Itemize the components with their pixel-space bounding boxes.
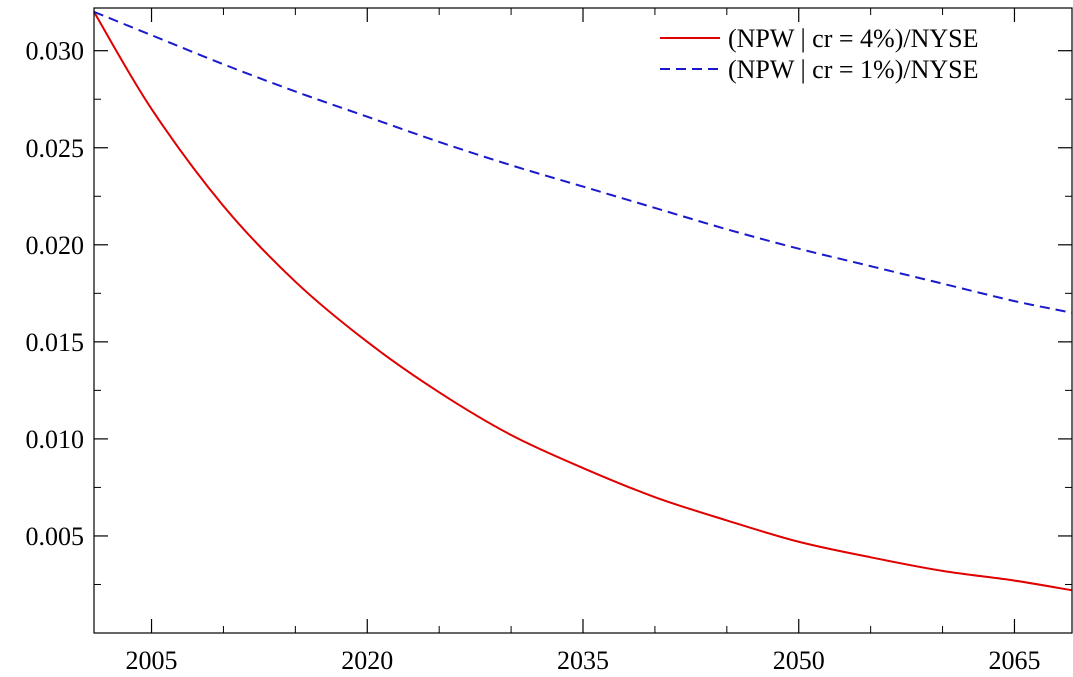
- legend-label-2: (NPW | cr = 1%)/NYSE: [728, 55, 978, 84]
- legend: (NPW | cr = 4%)/NYSE(NPW | cr = 1%)/NYSE: [660, 24, 978, 84]
- series-layer: [93, 10, 1073, 592]
- series-line-1: [93, 11, 1073, 592]
- y-tick-label: 0.005: [26, 522, 85, 551]
- series-line-2: [93, 10, 1073, 314]
- x-tick-label: 2020: [341, 646, 393, 675]
- x-tick-label: 2035: [557, 646, 609, 675]
- plot-frame: [93, 7, 1073, 634]
- axis-layer: 2005 2020 2035 2050 2065 0.005 0.010 0.015 0.020…: [26, 8, 1072, 675]
- y-tick-label: 0.030: [26, 37, 85, 66]
- y-tick-label: 0.010: [26, 425, 85, 454]
- y-tick-label: 0.025: [26, 134, 85, 163]
- y-tick-label: 0.020: [26, 231, 85, 260]
- y-tick-label: 0.015: [26, 328, 85, 357]
- x-tick-label: 2050: [773, 646, 825, 675]
- x-tick-label: 2065: [988, 646, 1040, 675]
- legend-label-1: (NPW | cr = 4%)/NYSE: [728, 24, 978, 53]
- x-tick-label: 2005: [126, 646, 178, 675]
- plot-background: [94, 8, 1073, 633]
